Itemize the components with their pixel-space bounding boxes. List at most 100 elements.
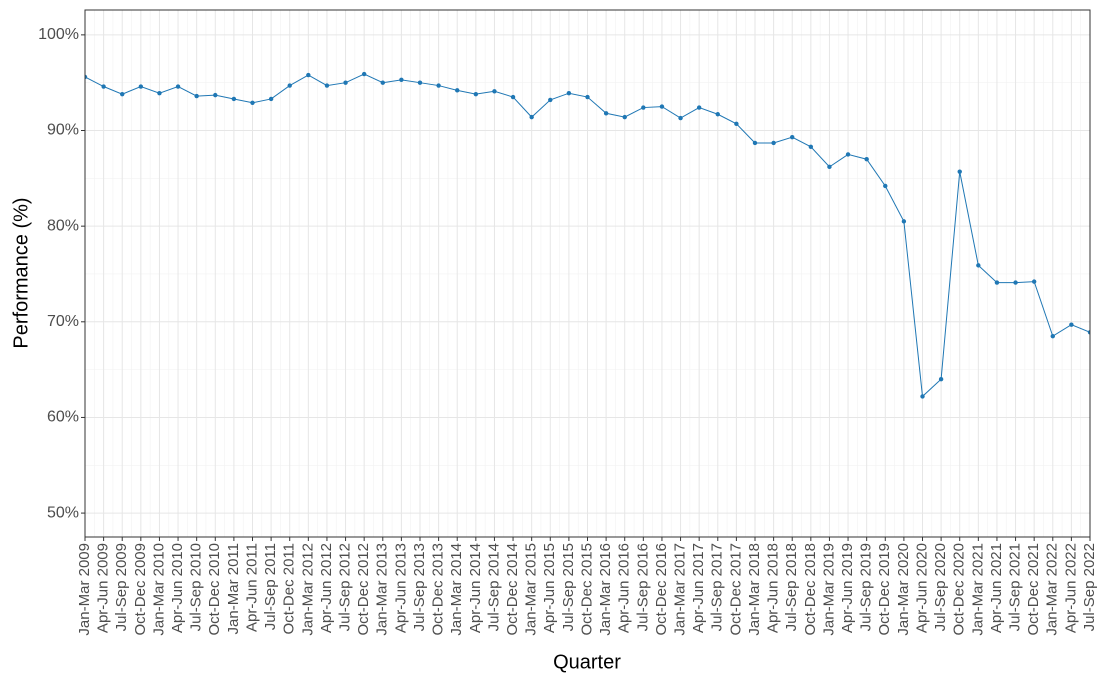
data-point [231,96,237,102]
data-point [1050,333,1055,339]
x-tick-label: Jan-Mar 2015 [523,543,540,636]
x-tick-label: Apr-Jun 2014 [467,543,484,633]
x-tick-label: Jul-Sep 2011 [262,543,279,630]
plot-marks [85,71,1090,399]
x-tick-label: Oct-Dec 2017 [727,543,744,636]
x-tick-label: Jan-Mar 2018 [746,543,763,636]
data-point [808,144,814,149]
x-tick-label: Oct-Dec 2013 [430,543,447,636]
x-tick-label: Jul-Sep 2020 [932,543,949,631]
y-tick-label: 90% [47,122,79,139]
x-axis-title: Quarter [553,651,621,673]
data-point [268,96,274,102]
x-tick-label: Jul-Sep 2009 [113,543,130,631]
x-tick-label: Oct-Dec 2021 [1025,543,1042,636]
x-tick-label: Jan-Mar 2010 [150,543,167,636]
y-tick-label: 70% [47,313,79,330]
data-point [1087,330,1090,335]
x-tick-label: Apr-Jun 2011 [243,543,260,632]
x-tick-label: Oct-Dec 2010 [206,543,223,636]
x-tick-label: Jan-Mar 2014 [448,543,465,636]
data-point [324,83,330,88]
data-point [715,112,720,117]
x-tick-label: Jul-Sep 2018 [783,543,800,631]
x-tick-label: Jan-Mar 2020 [895,543,912,636]
data-point [492,89,497,94]
data-point [120,91,125,97]
data-point [696,105,702,110]
data-point [85,74,88,80]
data-point [790,135,795,140]
data-point [901,219,907,224]
x-tick-label: Jul-Sep 2016 [634,543,651,631]
x-tick-label: Apr-Jun 2021 [988,543,1005,633]
x-tick-label: Jan-Mar 2012 [299,543,316,636]
x-tick-label: Jul-Sep 2010 [188,543,205,631]
data-point [659,104,665,109]
x-tick-label: Apr-Jun 2020 [913,543,930,633]
data-point [417,80,423,85]
data-point [101,84,106,89]
grid [84,10,1091,537]
x-tick-label: Jan-Mar 2016 [597,543,614,636]
x-tick-label: Apr-Jun 2016 [616,543,633,633]
x-tick-label: Jan-Mar 2011 [225,543,242,634]
data-point [734,121,739,127]
data-point [194,93,199,99]
x-tick-label: Jan-Mar 2019 [820,543,837,636]
data-point [473,91,479,97]
data-point [529,114,534,120]
data-point [1013,280,1018,285]
data-point [678,115,683,121]
data-point [380,80,385,85]
data-point [213,92,218,98]
data-point [827,164,832,170]
data-point [566,91,572,96]
x-tick-label: Oct-Dec 2011 [281,543,298,634]
x-tick-label: Jul-Sep 2019 [858,543,875,631]
x-tick-label: Jan-Mar 2022 [1044,543,1061,636]
data-point [548,97,553,103]
x-tick-label: Apr-Jun 2018 [765,543,782,633]
x-tick-label: Apr-Jun 2012 [318,543,335,633]
data-point [864,157,869,162]
x-tick-label: Jul-Sep 2015 [560,543,577,631]
data-point [1069,322,1074,327]
x-tick-label: Jul-Sep 2012 [337,543,354,631]
x-tick-label: Apr-Jun 2010 [169,543,186,633]
x-tick-label: Oct-Dec 2019 [876,543,893,636]
x-tick-label: Apr-Jun 2015 [541,543,558,633]
data-point [920,394,925,399]
x-tick-label: Oct-Dec 2014 [504,543,521,636]
x-tick-label: Jan-Mar 2021 [969,543,986,636]
data-point [641,105,646,110]
x-tick-label: Jul-Sep 2017 [709,543,726,631]
data-point [361,71,367,77]
x-tick-label: Jan-Mar 2009 [76,543,93,636]
y-axis-title: Performance (%) [10,197,32,348]
data-point [622,114,627,120]
data-point [343,80,348,85]
x-tick-label: Jul-Sep 2022 [1081,543,1098,631]
x-tick-label: Oct-Dec 2018 [802,543,819,636]
y-tick-label: 50% [47,504,79,521]
data-point [585,94,590,100]
data-point [510,94,516,100]
x-tick-label: Apr-Jun 2017 [690,543,707,633]
data-point [436,83,441,88]
x-tick-label: Oct-Dec 2009 [132,543,149,636]
data-point [306,72,311,78]
x-tick-label: Oct-Dec 2020 [951,543,968,636]
data-point [771,140,776,146]
y-tick-label: 80% [47,217,79,234]
data-point [175,84,181,89]
data-point [1031,279,1037,284]
x-tick-label: Oct-Dec 2015 [578,543,595,636]
x-tick-label: Jan-Mar 2017 [672,543,689,636]
x-tick-label: Jul-Sep 2013 [411,543,428,631]
data-point [399,77,404,83]
data-point [603,111,609,116]
data-point [287,83,292,88]
